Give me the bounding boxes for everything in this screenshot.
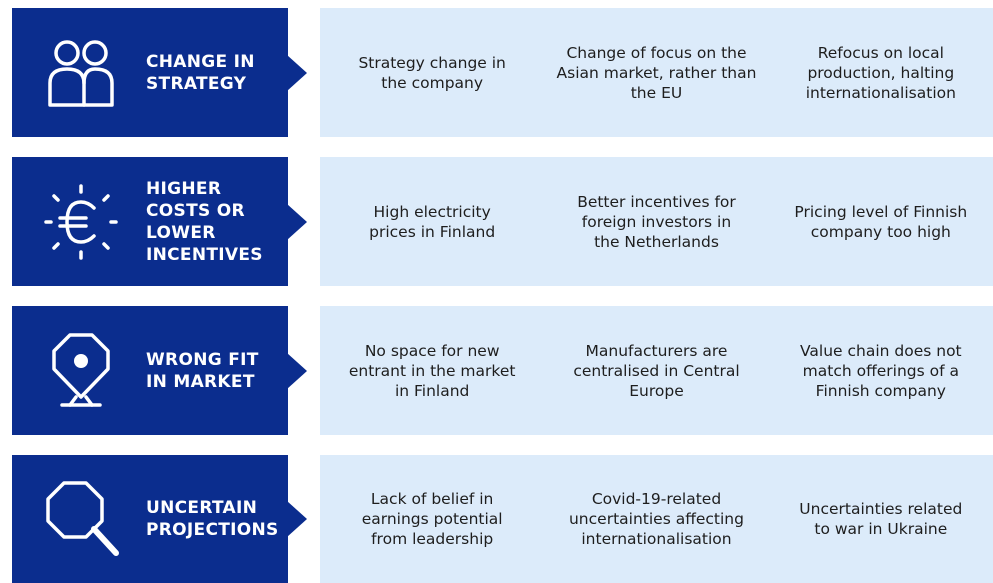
row: WRONG FIT IN MARKET No space for new entran… xyxy=(0,306,993,435)
reason-line: Manufacturers are xyxy=(585,341,728,360)
icon xyxy=(40,329,124,413)
reason-line: Covid-19-related xyxy=(591,490,722,508)
label-line: COSTS OR xyxy=(146,200,245,221)
reason-line: High electricity xyxy=(373,202,491,221)
reasons-panel: High electricity prices in Finland Better … xyxy=(320,157,993,286)
label-line: UNCERTAIN xyxy=(146,498,258,518)
label-line: IN MARKET xyxy=(146,371,255,392)
reason-cell: Strategy change in the company xyxy=(320,8,544,137)
reasons-panel: Lack of belief in earnings potential from … xyxy=(320,455,993,583)
reason-line: the Netherlands xyxy=(594,232,719,251)
reason-line: Strategy change in xyxy=(358,53,506,72)
icon-graphic xyxy=(46,481,119,556)
reason-cell: No space for new entrant in the market in … xyxy=(320,306,544,435)
reason-line: Uncertainties related xyxy=(799,500,963,518)
reason-line: company too high xyxy=(810,222,951,241)
reason-cell: Refocus on local production, halting inter… xyxy=(769,8,993,137)
reason-line: foreign investors in xyxy=(581,212,732,231)
arrow xyxy=(287,54,307,91)
reason-line: Change of focus on the xyxy=(566,43,747,62)
reason-line: entrant in the market xyxy=(348,361,516,380)
reason-line: internationalisation xyxy=(805,83,956,102)
label-line: CHANGE IN xyxy=(146,51,255,72)
reason-line: match offerings of a xyxy=(802,361,959,380)
category-box: CHANGE IN STRATEGY xyxy=(12,8,288,137)
label-line: PROJECTIONS xyxy=(146,520,279,540)
reason-line: production, halting xyxy=(807,63,955,82)
reason-cell: Change of focus on the Asian market, rath… xyxy=(544,8,768,137)
category-label: CHANGE IN STRATEGY xyxy=(146,51,255,95)
row: UNCERTAIN PROJECTIONS Lack of belief in ear… xyxy=(0,455,993,583)
reason-cell: Covid-19-related uncertainties affecting i… xyxy=(544,455,768,583)
reason-line: the EU xyxy=(630,83,683,102)
reason-line: No space for new xyxy=(364,341,500,360)
label-line: STRATEGY xyxy=(146,73,247,94)
category-label: UNCERTAIN PROJECTIONS xyxy=(146,497,279,541)
reason-line: Better incentives for xyxy=(577,192,736,211)
reason-line: uncertainties affecting xyxy=(568,510,744,528)
reason-line: Europe xyxy=(629,381,684,400)
category-box: UNCERTAIN PROJECTIONS xyxy=(12,455,288,583)
row: CHANGE IN STRATEGY Strategy change in the c… xyxy=(0,8,993,137)
icon-graphic xyxy=(44,183,118,260)
label-line: WRONG FIT xyxy=(146,349,259,370)
reasons-panel: Strategy change in the company Change of f… xyxy=(320,8,993,137)
icon xyxy=(40,477,124,561)
reason-line: Value chain does not xyxy=(800,341,962,360)
icon-graphic xyxy=(48,39,114,107)
reason-line: internationalisation xyxy=(581,530,732,548)
reason-cell: Uncertainties related to war in Ukraine xyxy=(769,455,993,583)
reason-line: Pricing level of Finnish xyxy=(794,202,968,221)
reason-line: from leadership xyxy=(371,530,494,548)
reason-line: Refocus on local xyxy=(817,43,944,62)
row: HIGHER COSTS OR LOWER INCENTIVES High electr… xyxy=(0,157,993,286)
arrow xyxy=(287,203,307,240)
label-line: LOWER xyxy=(146,222,216,243)
reason-line: Lack of belief in xyxy=(370,490,494,508)
category-label: HIGHER COSTS OR LOWER INCENTIVES xyxy=(146,178,263,266)
reason-cell: Value chain does not match offerings of a… xyxy=(769,306,993,435)
reason-line: Finnish company xyxy=(815,381,946,400)
reasons-panel: No space for new entrant in the market in … xyxy=(320,306,993,435)
reason-line: the company xyxy=(381,73,484,92)
reason-line: prices in Finland xyxy=(369,222,496,241)
icon xyxy=(40,180,124,264)
reason-cell: Lack of belief in earnings potential from … xyxy=(320,455,544,583)
reason-line: earnings potential xyxy=(361,510,503,528)
arrow xyxy=(287,501,307,537)
reason-line: in Finland xyxy=(394,381,470,400)
category-box: WRONG FIT IN MARKET xyxy=(12,306,288,435)
icon xyxy=(40,31,124,115)
label-line: HIGHER xyxy=(146,178,222,199)
icon-graphic xyxy=(52,332,110,407)
reason-cell: High electricity prices in Finland xyxy=(320,157,544,286)
reason-cell: Manufacturers are centralised in Central E… xyxy=(544,306,768,435)
arrow xyxy=(287,352,307,389)
reason-line: to war in Ukraine xyxy=(814,520,948,538)
category-label: WRONG FIT IN MARKET xyxy=(146,349,259,393)
reason-line: Asian market, rather than xyxy=(556,63,757,82)
reason-cell: Pricing level of Finnish company too high xyxy=(769,157,993,286)
category-box: HIGHER COSTS OR LOWER INCENTIVES xyxy=(12,157,288,286)
reason-line: centralised in Central xyxy=(573,361,740,380)
reason-cell: Better incentives for foreign investors i… xyxy=(544,157,768,286)
label-line: INCENTIVES xyxy=(146,244,263,265)
